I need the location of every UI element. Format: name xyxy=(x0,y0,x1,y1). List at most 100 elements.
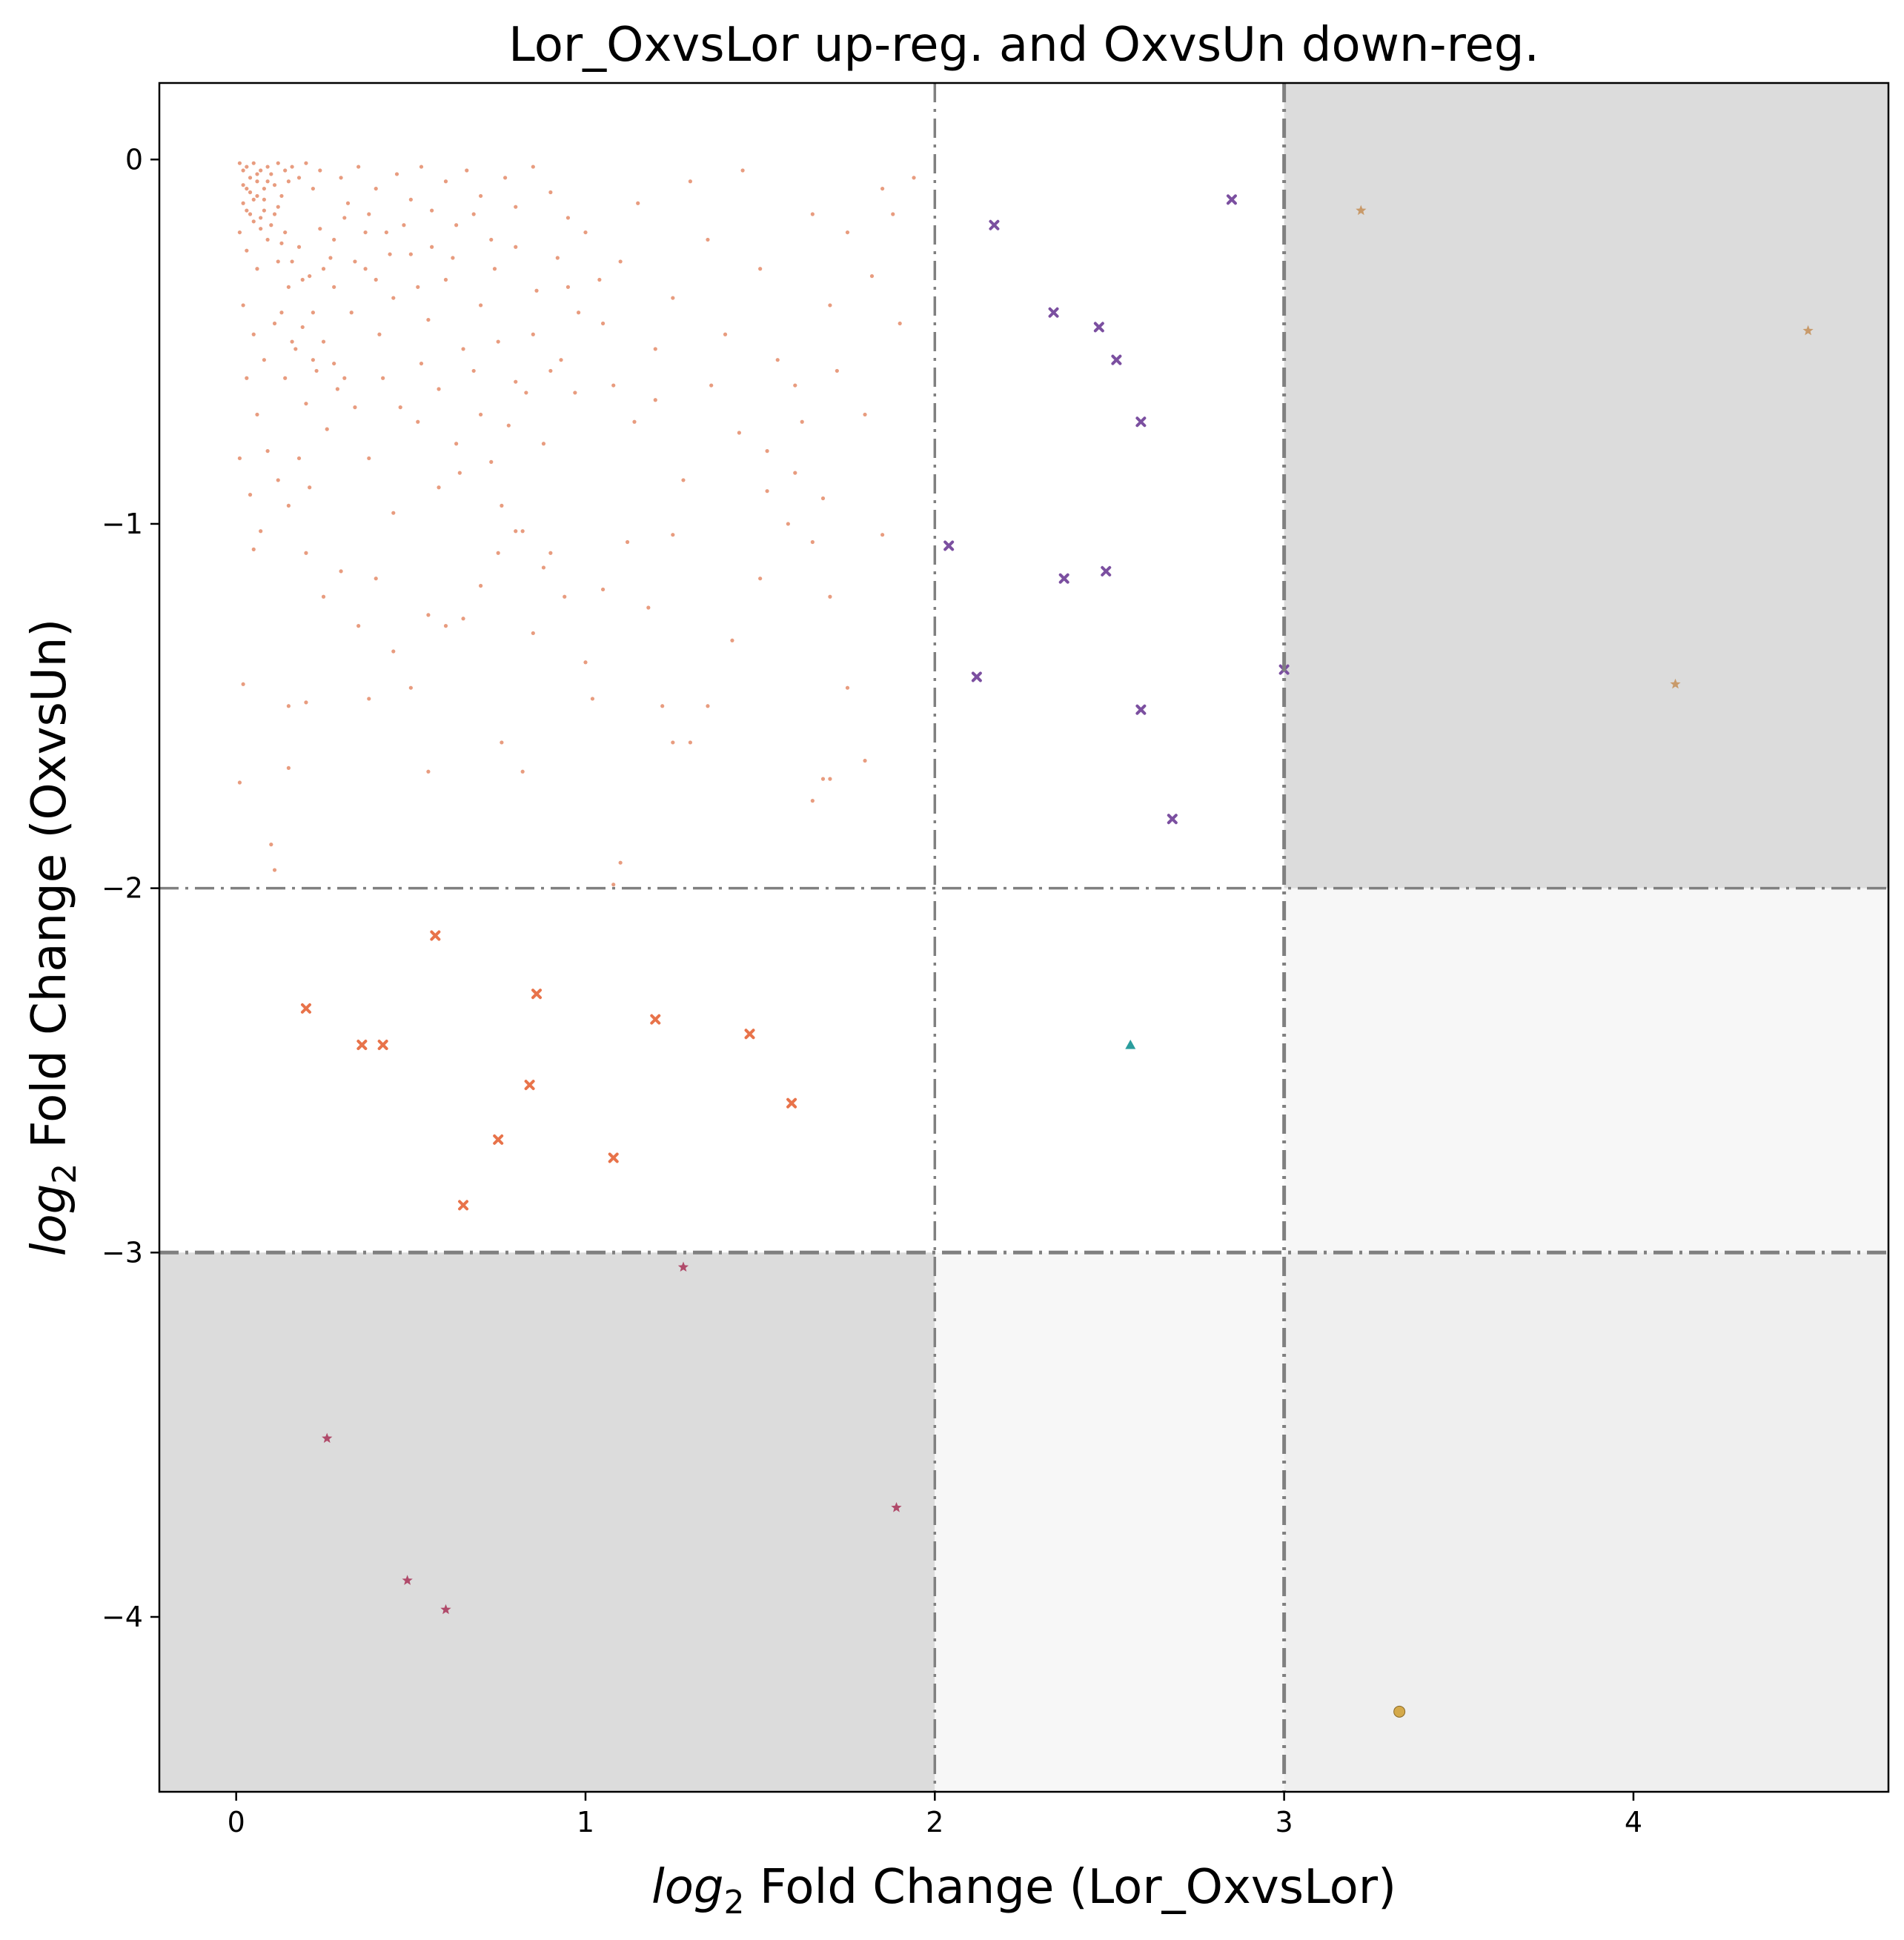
data-point-dot xyxy=(660,704,665,708)
data-point-x xyxy=(1135,704,1147,715)
data-points xyxy=(237,161,1814,1718)
data-point-x xyxy=(377,1040,388,1051)
x-tick-label: 4 xyxy=(1625,1806,1642,1838)
data-point-dot xyxy=(471,368,476,373)
data-point-dot xyxy=(479,412,483,417)
data-point-x xyxy=(1167,814,1178,825)
data-point-x xyxy=(1101,565,1112,577)
data-point-dot xyxy=(548,551,553,555)
data-point-dot xyxy=(321,339,326,344)
data-point-dot xyxy=(828,303,832,308)
x-tick-label: 0 xyxy=(228,1806,245,1838)
data-point-dot xyxy=(426,317,431,322)
data-point-dot xyxy=(342,216,347,220)
data-point-dot xyxy=(863,412,867,417)
x-tick-label: 3 xyxy=(1276,1806,1293,1838)
data-point-dot xyxy=(426,613,431,617)
data-point-dot xyxy=(259,227,263,231)
data-point-dot xyxy=(259,216,263,220)
data-point-x xyxy=(1093,322,1104,333)
data-point-dot xyxy=(489,237,494,242)
data-point-dot xyxy=(339,569,343,574)
data-point-dot xyxy=(419,165,424,169)
data-point-dot xyxy=(500,503,504,508)
data-point-dot xyxy=(391,649,396,654)
data-point-star xyxy=(677,1261,689,1272)
data-point-x xyxy=(650,1014,661,1025)
data-point-dot xyxy=(793,471,797,475)
data-point-dot xyxy=(262,208,266,213)
data-point-star xyxy=(1670,678,1681,689)
data-point-dot xyxy=(391,296,396,300)
data-point-dot xyxy=(430,208,434,213)
data-point-dot xyxy=(335,387,339,391)
data-point-dot xyxy=(286,704,291,708)
data-point-dot xyxy=(408,252,413,256)
data-point-dot xyxy=(479,303,483,308)
data-point-dot xyxy=(653,347,657,351)
data-point-dot xyxy=(265,449,270,454)
data-point-dot xyxy=(269,843,273,847)
data-point-dot xyxy=(241,303,245,308)
data-point-dot xyxy=(845,230,850,235)
data-point-dot xyxy=(775,358,780,362)
data-point-dot xyxy=(590,697,595,701)
x-axis-label-rest: Fold Change (Lor_OxvsLor) xyxy=(745,1860,1397,1915)
y-axis-label-log: log xyxy=(22,1184,77,1257)
data-point-dot xyxy=(342,376,347,380)
data-point-dot xyxy=(384,230,388,235)
data-point-dot xyxy=(600,321,606,326)
data-point-dot xyxy=(524,391,528,395)
data-point-dot xyxy=(332,361,336,366)
x-axis-ticks: 0 1 2 3 4 xyxy=(228,1792,1642,1838)
data-point-dot xyxy=(443,179,448,184)
data-point-dot xyxy=(245,186,249,191)
data-point-dot xyxy=(304,161,308,165)
data-point-dot xyxy=(583,660,588,665)
y-tick-label: −2 xyxy=(102,872,143,905)
shaded-region xyxy=(1284,83,1888,888)
data-point-dot xyxy=(276,205,280,209)
data-point-dot xyxy=(262,197,266,202)
data-point-dot xyxy=(426,769,431,774)
data-point-dot xyxy=(304,402,308,406)
data-point-dot xyxy=(646,605,651,610)
data-point-dot xyxy=(912,176,916,180)
data-point-dot xyxy=(758,267,763,271)
x-axis-label: log2 Fold Change (Lor_OxvsLor) xyxy=(651,1860,1396,1921)
data-point-dot xyxy=(688,740,692,745)
data-point-x xyxy=(1111,354,1122,365)
data-point-dot xyxy=(255,412,259,417)
data-point-x xyxy=(608,1152,619,1163)
data-point-dot xyxy=(259,529,263,534)
data-point-dot xyxy=(388,252,392,256)
data-point-dot xyxy=(251,219,256,224)
y-axis-ticks: 0 −1 −2 −3 −4 xyxy=(102,143,159,1633)
data-point-dot xyxy=(328,256,333,260)
data-point-dot xyxy=(325,427,329,431)
data-point-dot xyxy=(514,379,518,384)
data-point-dot xyxy=(349,310,354,315)
data-point-dot xyxy=(300,325,305,330)
data-point-dot xyxy=(265,179,270,184)
data-point-dot xyxy=(286,765,291,770)
data-point-dot xyxy=(880,533,885,537)
data-point-dot xyxy=(869,273,875,279)
data-point-star xyxy=(402,1575,413,1585)
data-point-x xyxy=(531,989,543,1000)
data-point-star xyxy=(891,1502,902,1512)
data-point-dot xyxy=(706,704,710,708)
data-point-dot xyxy=(374,186,378,191)
x-axis-label-sub: 2 xyxy=(724,1884,745,1921)
y-axis-label-sub: 2 xyxy=(46,1163,84,1184)
data-point-dot xyxy=(300,277,305,282)
data-point-dot xyxy=(611,883,616,887)
data-point-dot xyxy=(374,277,378,282)
data-point-dot xyxy=(265,165,270,169)
data-point-dot xyxy=(283,168,288,173)
data-point-dot xyxy=(241,201,245,205)
data-point-dot xyxy=(555,256,560,260)
data-point-dot xyxy=(583,230,588,235)
data-point-dot xyxy=(835,368,839,373)
data-point-dot xyxy=(245,165,249,169)
